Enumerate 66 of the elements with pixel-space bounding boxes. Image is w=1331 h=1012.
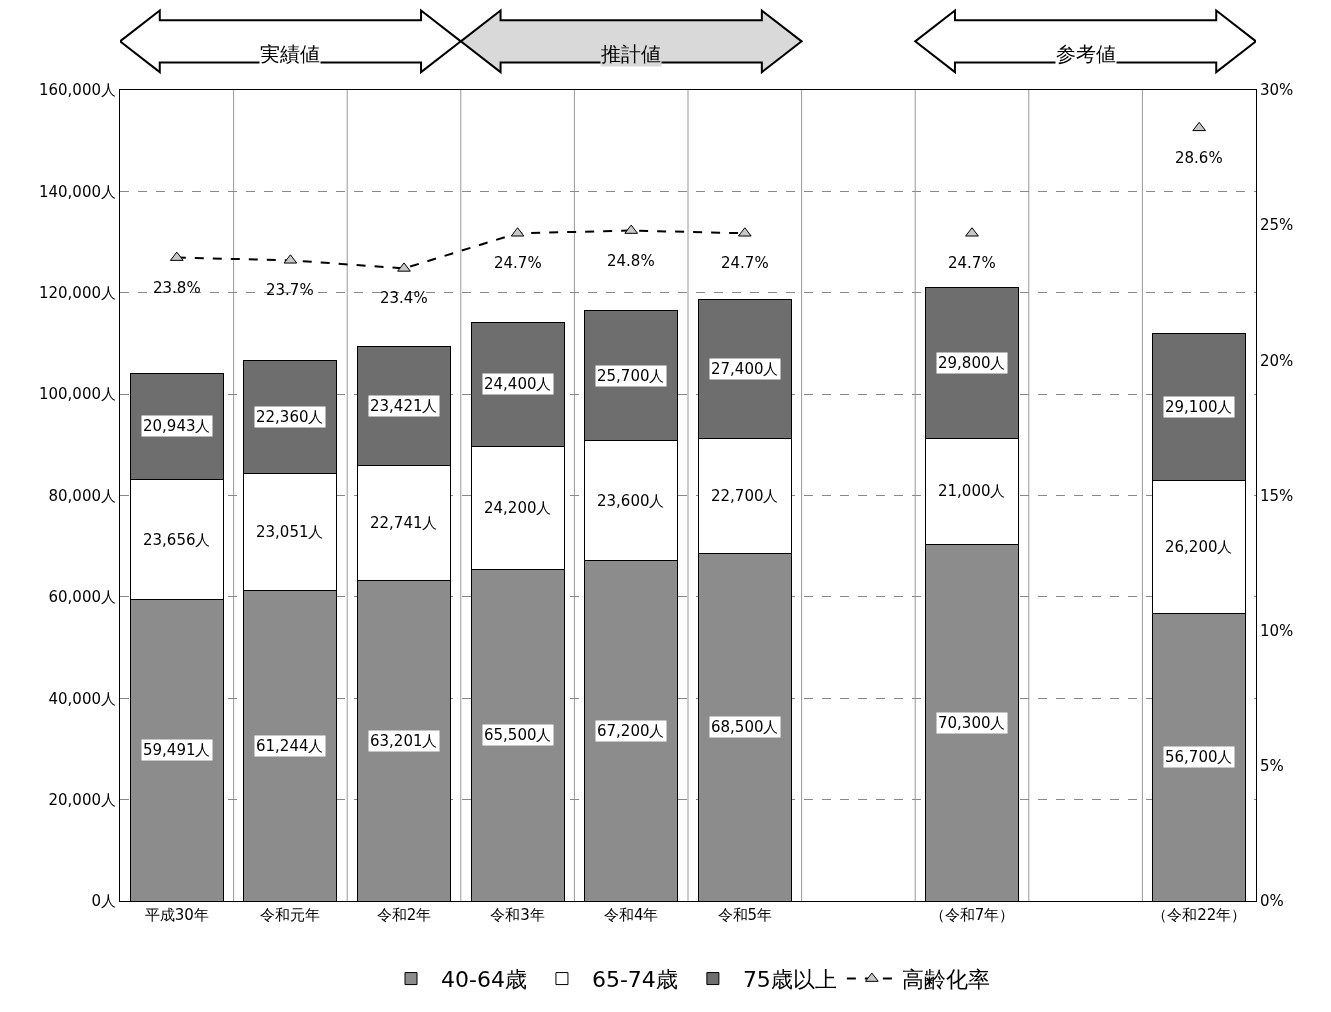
data-label: 23.7% <box>266 281 314 299</box>
data-label: 23,051人 <box>256 523 324 541</box>
data-label: 24,200人 <box>484 499 552 517</box>
data-label: 22,741人 <box>370 514 438 532</box>
data-label: 24.8% <box>607 252 655 270</box>
data-label: 68,500人 <box>711 718 779 736</box>
x-tick-label: 令和2年 <box>376 906 432 924</box>
data-label: 27,400人 <box>711 360 779 378</box>
legend-label: 75歳以上 <box>742 967 837 993</box>
y-tick-label: 140,000人 <box>38 182 116 201</box>
y-tick-label: 40,000人 <box>48 689 116 708</box>
data-label: 23,656人 <box>143 531 211 549</box>
point <box>965 227 979 237</box>
data-label: 25,700人 <box>597 367 665 385</box>
data-label: 65,500人 <box>484 726 552 744</box>
data-label: 29,100人 <box>1165 398 1233 416</box>
y-tick-label: 160,000人 <box>38 81 116 100</box>
y-tick-label: 20,000人 <box>48 790 116 809</box>
data-label: 59,491人 <box>143 741 211 759</box>
y2-tick-label: 30% <box>1260 81 1294 100</box>
legend-label: 40-64歳 <box>441 967 527 993</box>
data-label: 23,600人 <box>597 492 665 510</box>
x-tick-label: 令和3年 <box>490 906 545 924</box>
y2-tick-label: 0% <box>1260 892 1284 911</box>
data-label: 70,300人 <box>938 714 1006 732</box>
y-tick-label: 120,000人 <box>38 284 116 302</box>
point <box>397 262 411 272</box>
y2-tick-label: 10% <box>1260 621 1294 640</box>
data-label: 23,421人 <box>370 397 438 415</box>
legend-label: 65-74歳 <box>591 967 678 993</box>
x-tick-label: （令和22年） <box>1152 906 1247 924</box>
x-tick-label: 令和5年 <box>717 906 773 924</box>
text: 参考値 <box>1056 42 1116 66</box>
y2-tick-label: 5% <box>1260 757 1284 776</box>
data-label: 24.7% <box>948 254 996 272</box>
y-tick-label: 80,000人 <box>48 486 116 505</box>
data-label: 23.8% <box>153 279 201 297</box>
data-label: 24.7% <box>494 254 542 272</box>
point <box>1192 121 1207 132</box>
y2-tick-label: 25% <box>1260 216 1294 235</box>
data-label: 26,200人 <box>1165 538 1233 556</box>
y-tick-label: 60,000人 <box>48 588 116 607</box>
y2-tick-label: 20% <box>1260 351 1294 370</box>
x-tick-label: 令和4年 <box>603 906 659 924</box>
data-label: 29,800人 <box>938 354 1006 372</box>
x-tick-label: （令和7年） <box>929 906 1015 924</box>
data-label: 56,700人 <box>1165 748 1233 766</box>
legend-label: 高齢化率 <box>901 967 990 993</box>
y-tick-label: 0人 <box>91 892 116 911</box>
data-label: 22,360人 <box>256 408 324 426</box>
x-tick-label: 平成30年 <box>144 906 209 924</box>
text: 推計値 <box>601 42 661 66</box>
data-label: 23.4% <box>380 289 428 307</box>
data-label: 24,400人 <box>484 375 552 393</box>
data-label: 63,201人 <box>370 732 438 750</box>
x-tick-label: 令和元年 <box>260 906 321 924</box>
y-tick-label: 100,000人 <box>38 385 116 404</box>
data-label: 20,943人 <box>143 417 211 435</box>
data-label: 61,244人 <box>256 737 324 755</box>
text: 実績値 <box>260 42 320 66</box>
data-label: 24.7% <box>721 254 769 272</box>
data-label: 21,000人 <box>938 482 1006 500</box>
data-label: 22,700人 <box>711 487 779 505</box>
data-label: 67,200人 <box>597 722 665 740</box>
data-label: 28.6% <box>1175 149 1223 167</box>
y2-tick-label: 15% <box>1260 486 1294 505</box>
